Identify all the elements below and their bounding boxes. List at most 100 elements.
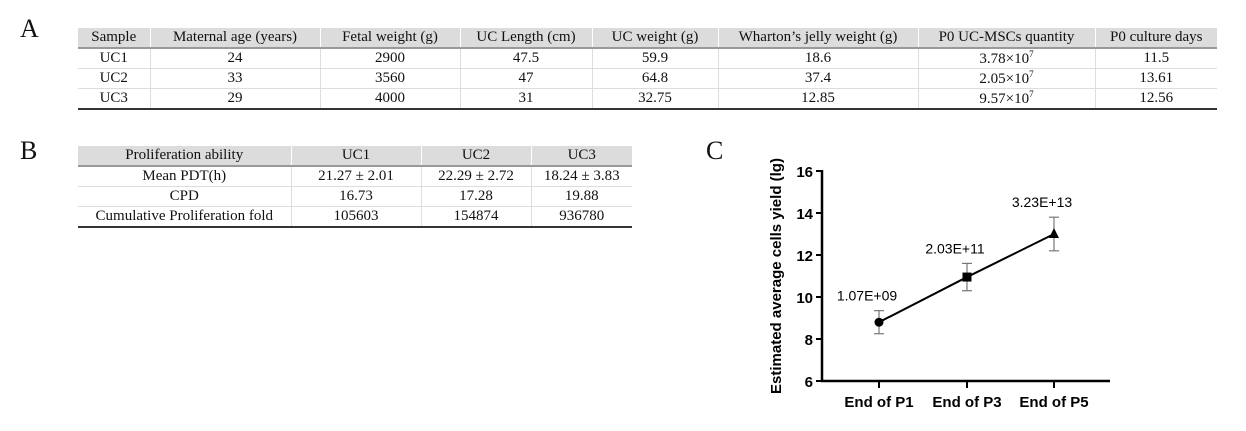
table-cell: 2.05×107 bbox=[917, 68, 1095, 89]
cell-value: 13.61 bbox=[1139, 70, 1174, 86]
column-header: Wharton’s jelly weight (g) bbox=[717, 28, 918, 49]
cell-value: 12.56 bbox=[1139, 90, 1174, 106]
table-cell: CPD bbox=[78, 186, 291, 207]
column-header: Fetal weight (g) bbox=[319, 28, 460, 49]
cell-value: UC1 bbox=[99, 50, 128, 66]
cell-value: 12.85 bbox=[801, 90, 835, 106]
cell-value: 18.24 ± 3.83 bbox=[543, 168, 620, 184]
table-cell: 11.5 bbox=[1094, 48, 1217, 69]
panel-label-a: A bbox=[20, 14, 39, 43]
table-cell: 19.88 bbox=[530, 186, 632, 207]
table-cell: 33 bbox=[149, 68, 320, 89]
table-cell: 31 bbox=[459, 88, 592, 110]
y-tick-label: 10 bbox=[796, 290, 813, 307]
cell-value: 31 bbox=[518, 90, 534, 106]
exponent: 7 bbox=[1029, 89, 1034, 99]
cell-value: 3.78×10 bbox=[979, 51, 1030, 67]
y-tick-label: 16 bbox=[796, 164, 813, 181]
cell-value: 64.8 bbox=[641, 70, 669, 86]
cell-value: 105603 bbox=[333, 208, 379, 224]
table-cell: 9.57×107 bbox=[917, 88, 1095, 110]
column-header: Sample bbox=[78, 28, 150, 49]
cell-value: UC2 bbox=[99, 70, 128, 86]
exponent: 7 bbox=[1029, 49, 1034, 59]
panel-label-b: B bbox=[20, 136, 38, 165]
panel-label-c: C bbox=[706, 136, 724, 165]
column-header: UC Length (cm) bbox=[459, 28, 592, 49]
table-cell: 17.28 bbox=[420, 186, 531, 207]
y-tick-label: 14 bbox=[796, 206, 813, 223]
x-tick-label: End of P1 bbox=[844, 394, 913, 411]
column-header: UC2 bbox=[420, 146, 531, 167]
table-cell: 12.56 bbox=[1094, 88, 1217, 110]
y-axis-label: Estimated average cells yield (lg) bbox=[768, 158, 785, 394]
table-cell: 936780 bbox=[530, 206, 632, 228]
cell-value: 47.5 bbox=[512, 50, 540, 66]
y-tick-label: 12 bbox=[796, 248, 813, 265]
cell-value: 24 bbox=[227, 50, 243, 66]
cell-value: 37.4 bbox=[804, 70, 832, 86]
table-cell: 4000 bbox=[319, 88, 460, 110]
data-label: 1.07E+09 bbox=[837, 288, 898, 304]
data-label: 2.03E+11 bbox=[925, 240, 985, 256]
data-point-circle bbox=[874, 317, 884, 327]
column-header: P0 culture days bbox=[1094, 28, 1217, 49]
table-cell: 18.6 bbox=[717, 48, 918, 69]
cell-value: 3560 bbox=[375, 70, 405, 86]
cell-value: 59.9 bbox=[641, 50, 669, 66]
x-tick-label: End of P5 bbox=[1019, 394, 1088, 411]
cell-value: Mean PDT(h) bbox=[142, 168, 227, 184]
column-header: Proliferation ability bbox=[78, 146, 291, 167]
cell-value: 21.27 ± 2.01 bbox=[318, 168, 394, 184]
sample-characteristics-table: Sample Maternal age (years) Fetal weight (… bbox=[78, 28, 1217, 110]
table-cell: UC2 bbox=[78, 68, 150, 89]
cell-value: 32.75 bbox=[638, 90, 672, 106]
table-cell: 21.27 ± 2.01 bbox=[290, 166, 421, 187]
column-header: P0 UC-MSCs quantity bbox=[917, 28, 1095, 49]
table-cell: 16.73 bbox=[290, 186, 421, 207]
table-cell: 29 bbox=[149, 88, 320, 110]
cell-value: 2.05×10 bbox=[979, 71, 1030, 87]
cell-value: 47 bbox=[518, 70, 534, 86]
table-cell: 47 bbox=[459, 68, 592, 89]
table-cell: Cumulative Proliferation fold bbox=[78, 206, 291, 228]
table-cell: 12.85 bbox=[717, 88, 918, 110]
column-header: UC3 bbox=[530, 146, 632, 167]
table-cell: 47.5 bbox=[459, 48, 592, 69]
table-cell: Mean PDT(h) bbox=[78, 166, 291, 187]
data-point-triangle bbox=[1049, 228, 1059, 238]
cell-value: 154874 bbox=[453, 208, 499, 224]
table-cell: 18.24 ± 3.83 bbox=[530, 166, 632, 187]
cell-value: 4000 bbox=[375, 90, 405, 106]
cell-value: UC3 bbox=[99, 90, 128, 106]
table-row: Mean PDT(h) 21.27 ± 2.01 22.29 ± 2.72 18.24… bbox=[78, 166, 632, 187]
table-row: UC1 24 2900 47.5 59.9 18.6 3.78×107 11.5 bbox=[78, 48, 1217, 69]
table-cell: 3.78×107 bbox=[917, 48, 1095, 69]
table-cell: 105603 bbox=[290, 206, 421, 228]
cell-value: 19.88 bbox=[564, 188, 599, 204]
table-cell: 2900 bbox=[319, 48, 460, 69]
exponent: 7 bbox=[1029, 69, 1034, 79]
table-cell: 37.4 bbox=[717, 68, 918, 89]
table-cell: 59.9 bbox=[591, 48, 718, 69]
table-cell: 13.61 bbox=[1094, 68, 1217, 89]
cell-value: 18.6 bbox=[804, 50, 832, 66]
proliferation-table: Proliferation ability UC1 UC2 UC3 Mean PDT(… bbox=[78, 146, 632, 228]
table-cell: 22.29 ± 2.72 bbox=[420, 166, 531, 187]
table-row: CPD 16.73 17.28 19.88 bbox=[78, 186, 632, 207]
cell-value: CPD bbox=[169, 188, 199, 204]
table-cell: UC3 bbox=[78, 88, 150, 110]
cell-value: Cumulative Proliferation fold bbox=[95, 208, 273, 224]
table-cell: UC1 bbox=[78, 48, 150, 69]
y-tick-label: 8 bbox=[805, 332, 813, 349]
table-cell: 154874 bbox=[420, 206, 531, 228]
table-cell: 64.8 bbox=[591, 68, 718, 89]
x-tick-label: End of P3 bbox=[932, 394, 1001, 411]
table-cell: 24 bbox=[149, 48, 320, 69]
cell-value: 936780 bbox=[559, 208, 605, 224]
cell-value: 29 bbox=[227, 90, 243, 106]
data-label: 3.23E+13 bbox=[1012, 194, 1073, 210]
cell-value: 33 bbox=[227, 70, 243, 86]
table-cell: 3560 bbox=[319, 68, 460, 89]
